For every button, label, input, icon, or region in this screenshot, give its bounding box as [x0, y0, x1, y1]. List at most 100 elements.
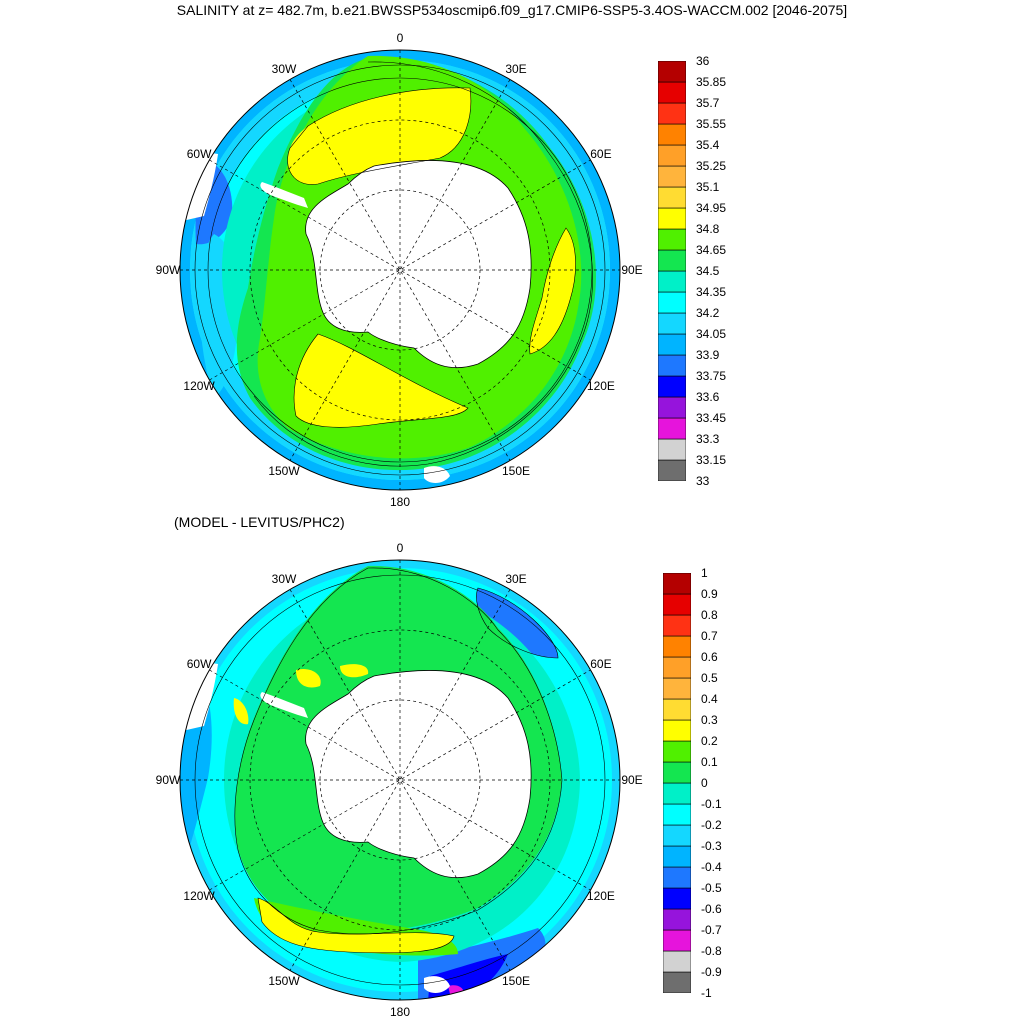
difference-colorbar — [663, 573, 691, 993]
longitude-label: 90W — [155, 773, 181, 787]
longitude-label: 150W — [268, 463, 300, 478]
colorbar-swatch — [658, 417, 686, 440]
colorbar-tick-label: 33.75 — [696, 369, 727, 383]
colorbar-swatch — [663, 845, 691, 868]
colorbar-tick-label: 33.15 — [696, 453, 727, 467]
colorbar-swatch — [658, 61, 686, 83]
map-border — [179, 49, 621, 491]
antarctica-land — [260, 692, 308, 718]
map-border — [179, 559, 621, 1001]
colorbar-swatch — [663, 677, 691, 700]
colorbar-swatch — [663, 698, 691, 721]
colorbar-tick-label: 0.6 — [701, 650, 718, 664]
colorbar-swatch — [658, 459, 686, 481]
colorbar-swatch — [658, 228, 686, 251]
colorbar-tick-label: 35.7 — [696, 96, 720, 110]
colorbar-tick-label: 1 — [701, 566, 708, 580]
colorbar-swatch — [658, 333, 686, 356]
antarctica-coastline — [305, 160, 532, 369]
field-band — [258, 898, 454, 953]
colorbar-tick-label: 33.9 — [696, 348, 720, 362]
colorbar-tick-label: 0 — [701, 776, 708, 790]
colorbar-tick-label: 35.85 — [696, 75, 727, 89]
colorbar-swatch — [663, 908, 691, 931]
longitude-label: 60E — [590, 657, 612, 671]
colorbar-swatch — [658, 270, 686, 293]
longitude-label: 30E — [505, 572, 527, 587]
colorbar-swatch — [663, 782, 691, 805]
difference-map — [179, 559, 621, 1001]
colorbar-swatch — [663, 761, 691, 784]
antarctica-land — [260, 182, 308, 208]
colorbar-tick-label: 0.4 — [701, 692, 718, 706]
longitude-label: 0 — [396, 541, 404, 555]
salinity-colorbar — [658, 61, 686, 481]
colorbar-tick-label: -0.6 — [701, 902, 722, 916]
colorbar-tick-label: 34.2 — [696, 306, 720, 320]
figure-title: SALINITY at z= 482.7m, b.e21.BWSSP534osc… — [176, 2, 848, 18]
colorbar-swatch — [663, 719, 691, 742]
field-band — [233, 698, 249, 725]
colorbar-swatch — [663, 803, 691, 826]
colorbar-swatch — [663, 866, 691, 889]
colorbar-tick-label: 0.1 — [701, 755, 718, 769]
colorbar-tick-label: 0.8 — [701, 608, 718, 622]
colorbar-tick-label: -0.9 — [701, 965, 722, 979]
colorbar-swatch — [663, 656, 691, 679]
colorbar-swatch — [658, 438, 686, 461]
antarctica-land — [305, 160, 532, 368]
field-band — [294, 334, 468, 428]
difference-title: (MODEL - LEVITUS/PHC2) — [174, 514, 345, 530]
colorbar-swatch — [663, 614, 691, 637]
graticule — [180, 560, 620, 1000]
longitude-label: 120E — [586, 379, 615, 393]
colorbar-tick-label: -0.2 — [701, 818, 722, 832]
colorbar-tick-label: -0.4 — [701, 860, 722, 874]
colorbar-tick-label: 35.1 — [696, 180, 720, 194]
colorbar-swatch — [658, 207, 686, 230]
colorbar-tick-label: 35.25 — [696, 159, 727, 173]
colorbar-swatch — [663, 824, 691, 847]
colorbar-swatch — [658, 312, 686, 335]
colorbar-swatch — [658, 375, 686, 398]
longitude-label: 150E — [501, 463, 531, 478]
salinity-map — [179, 49, 621, 491]
colorbar-swatch — [663, 635, 691, 658]
antarctica-land — [305, 670, 532, 878]
field-band — [476, 588, 558, 658]
field-band — [296, 668, 321, 688]
colorbar-tick-label: 34.35 — [696, 285, 727, 299]
longitude-label: 30W — [271, 572, 297, 587]
colorbar-tick-label: -0.1 — [701, 797, 722, 811]
longitude-label: 30W — [271, 62, 297, 77]
colorbar-tick-label: 36 — [696, 54, 710, 68]
longitude-label: 90E — [621, 263, 643, 277]
colorbar-tick-label: -0.8 — [701, 944, 722, 958]
longitude-label: 90W — [155, 263, 181, 277]
longitude-label: 60E — [590, 147, 612, 161]
colorbar-tick-label: 0.2 — [701, 734, 718, 748]
colorbar-swatch — [658, 354, 686, 377]
colorbar-tick-label: -0.3 — [701, 839, 722, 853]
longitude-label: 180 — [389, 1005, 411, 1019]
colorbar-swatch — [663, 929, 691, 952]
longitude-label: 120E — [586, 889, 615, 903]
colorbar-tick-label: 34.95 — [696, 201, 727, 215]
colorbar-tick-label: 0.7 — [701, 629, 718, 643]
colorbar-tick-label: 33.6 — [696, 390, 720, 404]
colorbar-tick-label: -0.7 — [701, 923, 722, 937]
colorbar-tick-label: 0.9 — [701, 587, 718, 601]
colorbar-swatch — [658, 396, 686, 419]
colorbar-tick-label: 33 — [696, 474, 710, 488]
colorbar-tick-label: 34.5 — [696, 264, 720, 278]
longitude-label: 150W — [268, 973, 300, 988]
colorbar-swatch — [658, 186, 686, 209]
colorbar-swatch — [663, 593, 691, 616]
colorbar-swatch — [663, 573, 691, 595]
colorbar-swatch — [658, 102, 686, 125]
colorbar-swatch — [663, 971, 691, 993]
longitude-label: 0 — [396, 31, 404, 45]
colorbar-tick-label: 34.8 — [696, 222, 720, 236]
longitude-label: 120W — [183, 379, 215, 393]
colorbar-tick-label: -1 — [701, 986, 712, 1000]
